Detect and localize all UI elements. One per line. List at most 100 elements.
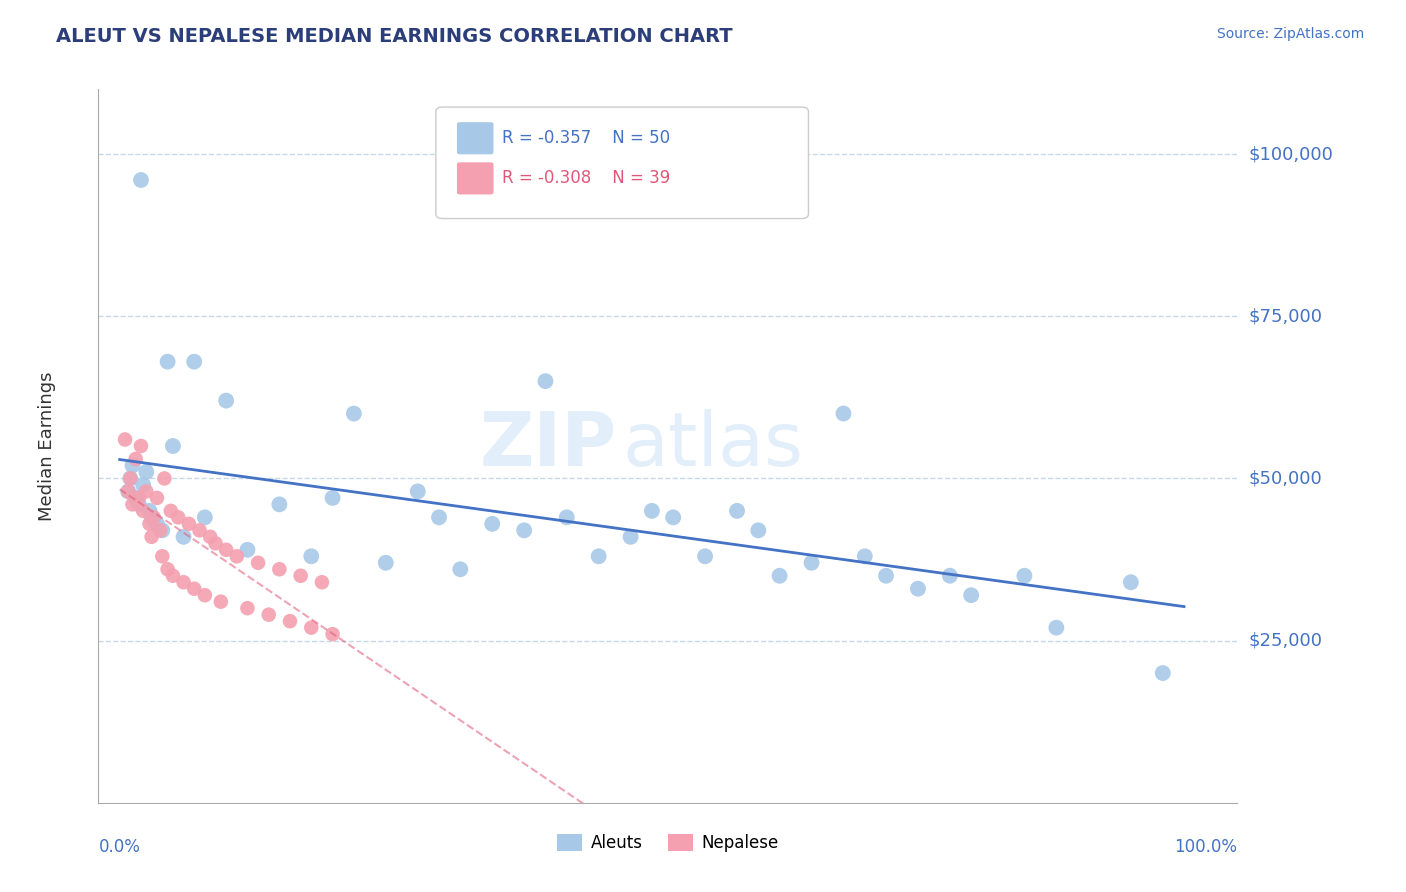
- Point: [132, 504, 155, 518]
- Point: [299, 621, 322, 635]
- Point: [135, 465, 157, 479]
- Point: [121, 497, 143, 511]
- Point: [620, 530, 643, 544]
- Point: [343, 407, 366, 421]
- Point: [194, 510, 217, 524]
- Point: [146, 491, 169, 505]
- Point: [141, 530, 163, 544]
- Point: [481, 516, 503, 531]
- Point: [1045, 621, 1067, 635]
- Point: [939, 568, 962, 582]
- Text: Median Earnings: Median Earnings: [38, 371, 56, 521]
- Text: R = -0.308    N = 39: R = -0.308 N = 39: [502, 169, 671, 187]
- Point: [225, 549, 247, 564]
- Point: [129, 173, 152, 187]
- Text: 100.0%: 100.0%: [1174, 838, 1237, 856]
- Point: [129, 439, 152, 453]
- Point: [135, 484, 157, 499]
- Point: [120, 471, 142, 485]
- Point: [832, 407, 855, 421]
- Point: [183, 582, 205, 596]
- Point: [150, 549, 173, 564]
- Point: [159, 504, 181, 518]
- Point: [555, 510, 578, 524]
- Point: [128, 497, 150, 511]
- Point: [907, 582, 929, 596]
- Text: $75,000: $75,000: [1249, 307, 1323, 326]
- Point: [183, 354, 205, 368]
- Point: [114, 433, 136, 447]
- Point: [162, 568, 184, 582]
- Point: [322, 491, 344, 505]
- Point: [156, 354, 179, 368]
- Point: [290, 568, 312, 582]
- Point: [132, 478, 155, 492]
- Point: [725, 504, 748, 518]
- Point: [128, 491, 150, 505]
- Point: [138, 516, 160, 531]
- Point: [247, 556, 270, 570]
- Point: [173, 575, 195, 590]
- Point: [299, 549, 322, 564]
- Text: Source: ZipAtlas.com: Source: ZipAtlas.com: [1216, 27, 1364, 41]
- Point: [146, 516, 169, 531]
- Point: [322, 627, 344, 641]
- Text: $25,000: $25,000: [1249, 632, 1323, 649]
- Point: [150, 524, 173, 538]
- Point: [269, 497, 291, 511]
- Point: [209, 595, 232, 609]
- Point: [215, 393, 238, 408]
- Point: [204, 536, 226, 550]
- Point: [311, 575, 333, 590]
- Point: [117, 484, 139, 499]
- Point: [875, 568, 897, 582]
- Point: [156, 562, 179, 576]
- Point: [142, 510, 165, 524]
- Point: [1014, 568, 1036, 582]
- Text: 0.0%: 0.0%: [98, 838, 141, 856]
- Point: [641, 504, 664, 518]
- Text: $50,000: $50,000: [1249, 469, 1323, 487]
- Text: ZIP: ZIP: [479, 409, 617, 483]
- Point: [853, 549, 876, 564]
- Point: [177, 516, 200, 531]
- Text: ALEUT VS NEPALESE MEDIAN EARNINGS CORRELATION CHART: ALEUT VS NEPALESE MEDIAN EARNINGS CORREL…: [56, 27, 733, 45]
- Point: [149, 524, 172, 538]
- Point: [153, 471, 176, 485]
- Point: [124, 452, 146, 467]
- Point: [449, 562, 471, 576]
- Point: [215, 542, 238, 557]
- Point: [800, 556, 823, 570]
- Point: [374, 556, 396, 570]
- Text: atlas: atlas: [623, 409, 803, 483]
- Point: [747, 524, 769, 538]
- Point: [236, 542, 259, 557]
- Text: R = -0.357    N = 50: R = -0.357 N = 50: [502, 129, 671, 147]
- Point: [1152, 666, 1174, 681]
- Point: [121, 458, 143, 473]
- Point: [120, 471, 142, 485]
- Point: [534, 374, 557, 388]
- Point: [960, 588, 983, 602]
- Point: [141, 510, 163, 524]
- Point: [588, 549, 610, 564]
- Point: [269, 562, 291, 576]
- Point: [173, 530, 195, 544]
- Point: [693, 549, 716, 564]
- Point: [236, 601, 259, 615]
- Point: [198, 530, 221, 544]
- Legend: Aleuts, Nepalese: Aleuts, Nepalese: [551, 827, 785, 859]
- Point: [117, 484, 139, 499]
- Point: [513, 524, 536, 538]
- Point: [188, 524, 211, 538]
- Point: [406, 484, 429, 499]
- Point: [257, 607, 280, 622]
- Point: [124, 491, 146, 505]
- Point: [427, 510, 450, 524]
- Point: [278, 614, 301, 628]
- Text: $100,000: $100,000: [1249, 145, 1333, 163]
- Point: [167, 510, 190, 524]
- Point: [662, 510, 685, 524]
- Point: [194, 588, 217, 602]
- Point: [138, 504, 160, 518]
